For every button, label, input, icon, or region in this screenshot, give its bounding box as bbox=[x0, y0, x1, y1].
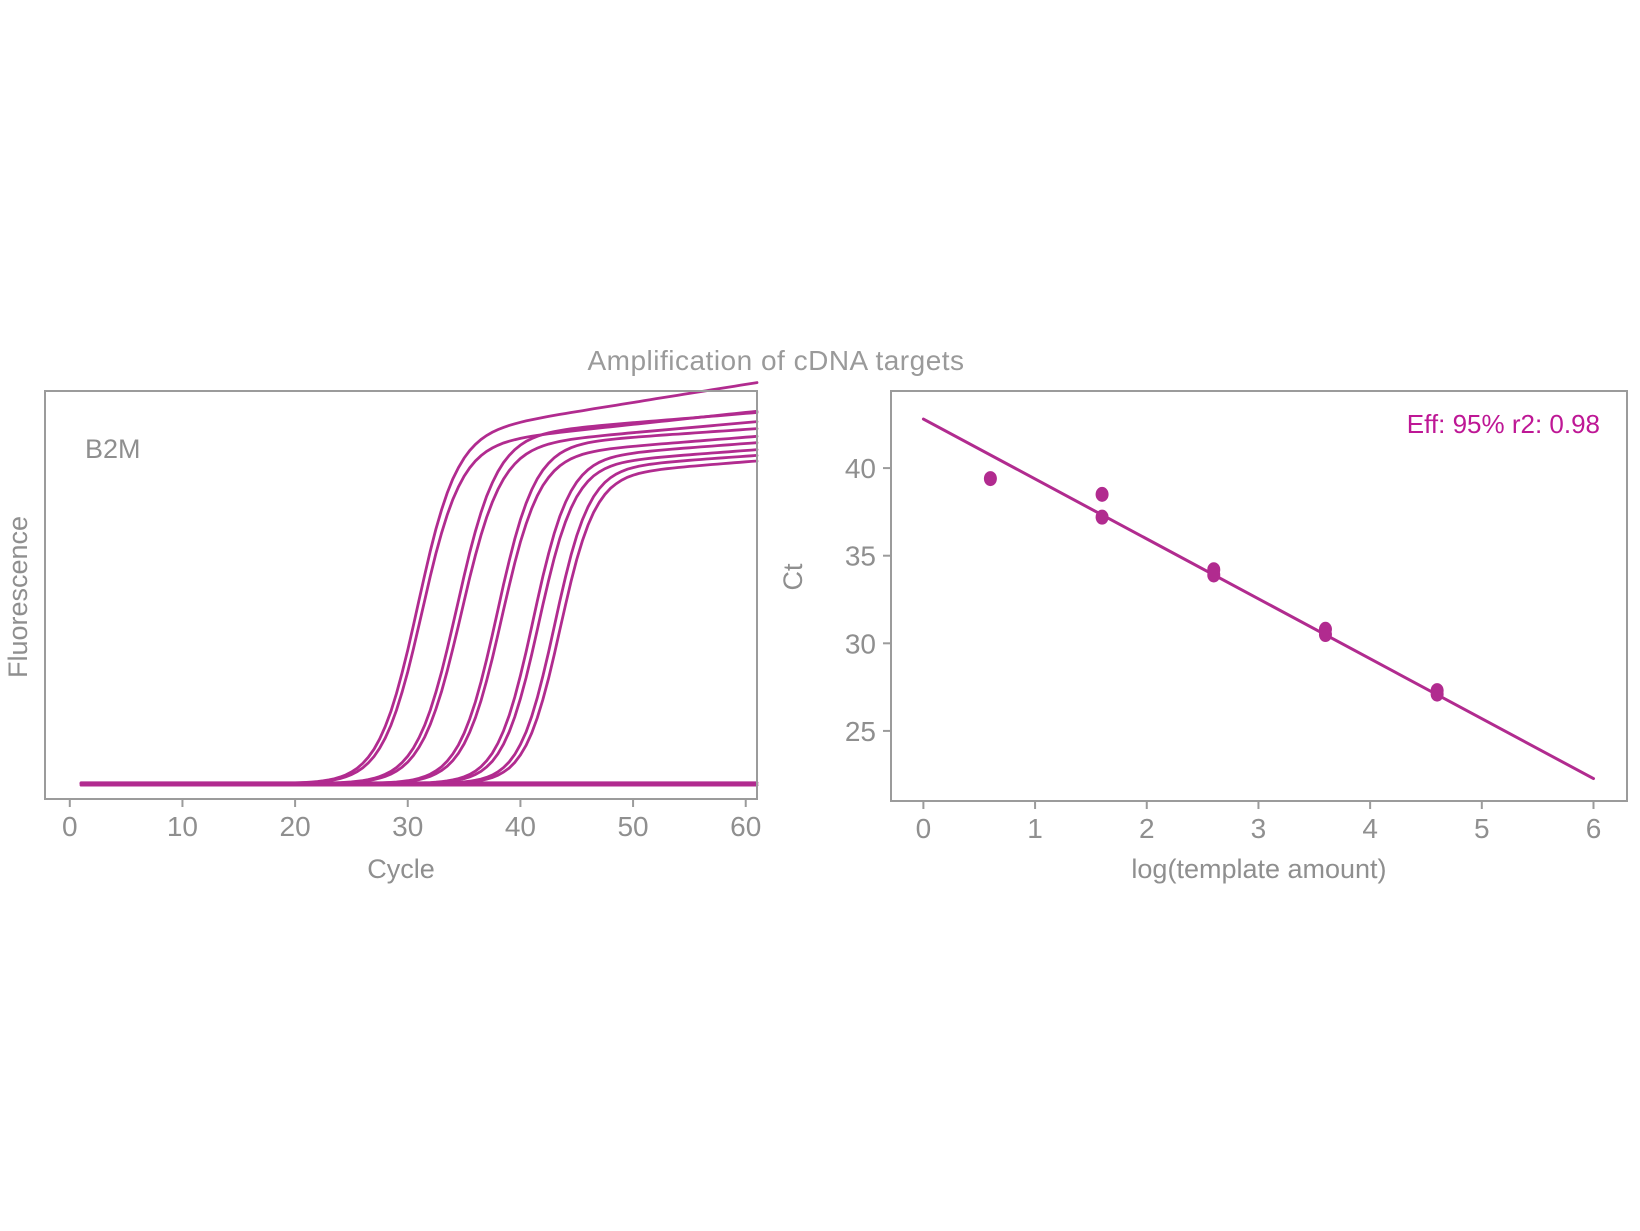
amplification-curve bbox=[79, 381, 759, 785]
amplification-curve bbox=[79, 448, 759, 785]
amplification-render-layer: 0 10 20 30 40 50 60 bbox=[44, 381, 761, 842]
std-x-axis-label: log(template amount) bbox=[1131, 854, 1386, 884]
standard-curve-point bbox=[1318, 627, 1332, 643]
standard-curve-point bbox=[983, 471, 997, 487]
y-tick-label: 40 bbox=[845, 453, 876, 484]
x-tick-label: 3 bbox=[1251, 813, 1267, 844]
amplification-curve bbox=[79, 434, 759, 785]
amp-y-axis-label: Fluorescence bbox=[3, 516, 33, 678]
standard-curve-point bbox=[1430, 686, 1444, 702]
y-tick-label: 30 bbox=[845, 628, 876, 659]
standard-curve-point bbox=[1095, 509, 1109, 525]
x-tick-label: 0 bbox=[916, 813, 932, 844]
standard-curve-point bbox=[1095, 486, 1109, 502]
panel-label-b2m: B2M bbox=[85, 434, 141, 464]
x-tick-label: 5 bbox=[1474, 813, 1490, 844]
amplification-curve bbox=[79, 441, 759, 785]
standard-curve-plot: 0 1 2 3 4 5 6 25 30 35 40 Eff: 95% r2: 0.98 log(te… bbox=[780, 390, 1628, 884]
plot-frame bbox=[44, 390, 758, 800]
x-tick-label: 60 bbox=[730, 811, 761, 842]
x-tick-label: 10 bbox=[167, 811, 198, 842]
amp-x-axis-label: Cycle bbox=[367, 854, 435, 884]
y-tick-label: 25 bbox=[845, 716, 876, 747]
amplification-plot: 0 10 20 30 40 50 60 B2M Cycle Fluorescence bbox=[3, 381, 761, 884]
x-tick-label: 0 bbox=[62, 811, 78, 842]
figure-title: Amplification of cDNA targets bbox=[587, 345, 965, 376]
y-tick-label: 35 bbox=[845, 541, 876, 572]
plot-frame bbox=[890, 390, 1628, 802]
x-tick-label: 6 bbox=[1586, 813, 1602, 844]
x-tick-label: 4 bbox=[1362, 813, 1378, 844]
standard-curve-render-layer: 0 1 2 3 4 5 6 25 30 35 40 bbox=[845, 390, 1628, 844]
std-y-axis-label: Ct bbox=[780, 563, 808, 590]
x-tick-label: 30 bbox=[392, 811, 423, 842]
efficiency-annotation: Eff: 95% r2: 0.98 bbox=[1407, 409, 1600, 439]
x-tick-label: 40 bbox=[505, 811, 536, 842]
x-tick-label: 1 bbox=[1027, 813, 1043, 844]
x-tick-label: 20 bbox=[280, 811, 311, 842]
standard-curve-point bbox=[1207, 567, 1221, 583]
x-tick-label: 2 bbox=[1139, 813, 1155, 844]
regression-line bbox=[921, 417, 1595, 781]
x-tick-label: 50 bbox=[617, 811, 648, 842]
